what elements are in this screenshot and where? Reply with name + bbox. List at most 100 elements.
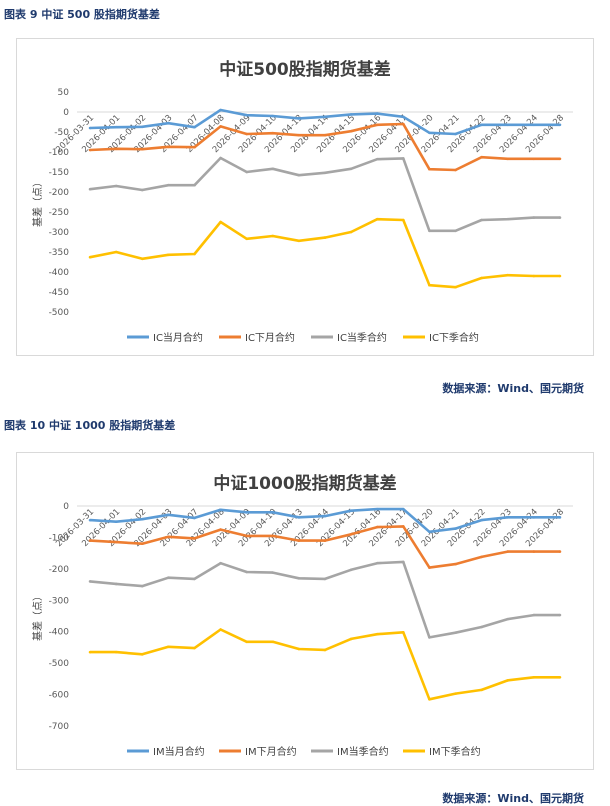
data-point — [114, 250, 118, 254]
data-point — [375, 507, 379, 511]
y-tick-label: -100 — [49, 148, 70, 158]
data-point — [114, 147, 118, 151]
figure-caption-1000: 图表 10 中证 1000 股指期货基差 — [4, 419, 176, 432]
data-point — [558, 157, 562, 161]
data-point — [193, 646, 196, 650]
data-point — [558, 613, 562, 617]
y-tick-label: -400 — [49, 628, 70, 638]
data-point — [297, 117, 301, 120]
data-point — [506, 217, 510, 221]
y-tick-label: -350 — [49, 248, 70, 258]
data-point — [480, 218, 483, 222]
y-tick-label: -700 — [49, 722, 70, 732]
data-point — [167, 535, 170, 539]
data-point — [219, 220, 222, 224]
data-point — [114, 125, 118, 129]
data-point — [428, 530, 431, 534]
data-point — [454, 229, 457, 233]
data-point — [532, 274, 536, 278]
data-point — [402, 525, 405, 528]
data-point — [558, 550, 562, 553]
data-point — [297, 173, 301, 177]
data-point — [271, 640, 275, 644]
data-point — [114, 540, 118, 544]
data-point — [297, 239, 301, 243]
y-tick-label: -600 — [49, 691, 70, 701]
data-point — [219, 108, 222, 112]
data-point — [349, 167, 353, 171]
data-point — [245, 534, 248, 538]
data-point — [140, 257, 144, 261]
data-point — [428, 167, 431, 171]
data-point — [532, 123, 536, 127]
data-point — [480, 276, 483, 280]
data-point — [506, 550, 510, 553]
data-point — [454, 168, 457, 172]
data-point — [558, 274, 562, 278]
data-point — [271, 167, 275, 171]
y-tick-label: -200 — [49, 565, 70, 575]
data-point — [428, 566, 431, 569]
data-point — [349, 129, 353, 133]
data-point — [402, 507, 405, 511]
data-point — [532, 550, 536, 553]
y-tick-label: -100 — [49, 533, 70, 543]
data-point — [271, 571, 275, 574]
data-point — [88, 539, 92, 542]
data-point — [532, 613, 536, 617]
legend-label: IC下季合约 — [429, 331, 479, 344]
data-point — [375, 561, 379, 565]
data-point — [506, 516, 510, 519]
data-point — [323, 577, 327, 581]
data-point — [349, 113, 353, 116]
data-point — [558, 675, 562, 679]
data-point — [219, 561, 222, 565]
data-point — [480, 123, 483, 127]
y-tick-label: -500 — [49, 308, 70, 318]
series-line-3 — [89, 217, 560, 289]
data-point — [140, 147, 144, 151]
data-point — [402, 218, 405, 222]
data-point — [454, 527, 457, 530]
data-point — [297, 539, 301, 542]
data-point — [114, 520, 118, 524]
data-point — [114, 650, 118, 654]
legend-label: IM当季合约 — [337, 745, 389, 758]
data-point — [506, 157, 510, 161]
data-point — [271, 234, 275, 238]
y-tick-label: -500 — [49, 659, 70, 669]
y-tick-label: -200 — [49, 188, 70, 198]
data-point — [140, 517, 144, 521]
data-point — [88, 518, 92, 522]
y-tick-label: -50 — [54, 128, 69, 138]
data-point — [480, 155, 483, 159]
data-point — [454, 631, 457, 634]
series-line-2 — [89, 156, 560, 233]
legend-label: IC当月合约 — [153, 331, 203, 344]
data-point — [245, 570, 248, 574]
data-point — [297, 133, 301, 137]
data-point — [193, 516, 196, 520]
data-point — [193, 537, 196, 540]
data-point — [219, 156, 222, 160]
data-point — [193, 183, 196, 187]
data-point — [428, 229, 431, 233]
data-point — [167, 183, 170, 187]
data-point — [323, 539, 327, 542]
data-point — [480, 688, 483, 692]
data-point — [219, 628, 222, 631]
legend-label: IC当季合约 — [337, 331, 387, 344]
y-tick-label: -450 — [49, 288, 70, 298]
data-point — [532, 216, 536, 219]
y-axis-label: 基差（点） — [31, 591, 44, 641]
legend-label: IC下月合约 — [245, 331, 295, 344]
data-point — [402, 631, 405, 634]
data-point — [245, 237, 248, 241]
data-point — [193, 252, 196, 256]
data-point — [454, 132, 457, 136]
data-point — [297, 516, 301, 519]
data-point — [402, 115, 405, 119]
data-point — [558, 123, 562, 127]
